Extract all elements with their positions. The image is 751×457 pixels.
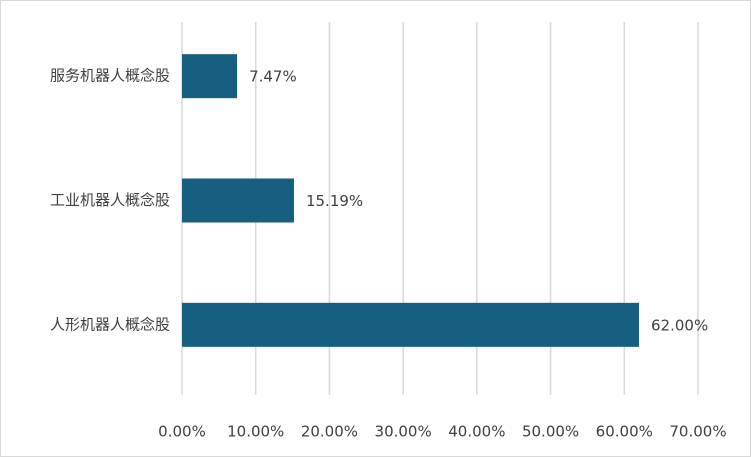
- bar: [182, 302, 640, 347]
- y-tick-label: 人形机器人概念股: [50, 315, 170, 333]
- bar: [182, 178, 294, 223]
- value-label: 62.00%: [651, 316, 708, 334]
- x-tick-label: 70.00%: [669, 423, 726, 441]
- x-tick-label: 50.00%: [522, 423, 579, 441]
- y-tick-label: 工业机器人概念股: [50, 191, 170, 209]
- x-tick-label: 0.00%: [158, 423, 206, 441]
- x-tick-label: 20.00%: [301, 423, 358, 441]
- x-tick-label: 40.00%: [448, 423, 505, 441]
- y-tick-label: 服务机器人概念股: [50, 67, 170, 85]
- value-label: 7.47%: [249, 68, 297, 86]
- x-tick-label: 60.00%: [596, 423, 653, 441]
- x-tick-label: 30.00%: [375, 423, 432, 441]
- value-label: 15.19%: [306, 192, 363, 210]
- bar: [182, 54, 238, 99]
- x-tick-label: 10.00%: [227, 423, 284, 441]
